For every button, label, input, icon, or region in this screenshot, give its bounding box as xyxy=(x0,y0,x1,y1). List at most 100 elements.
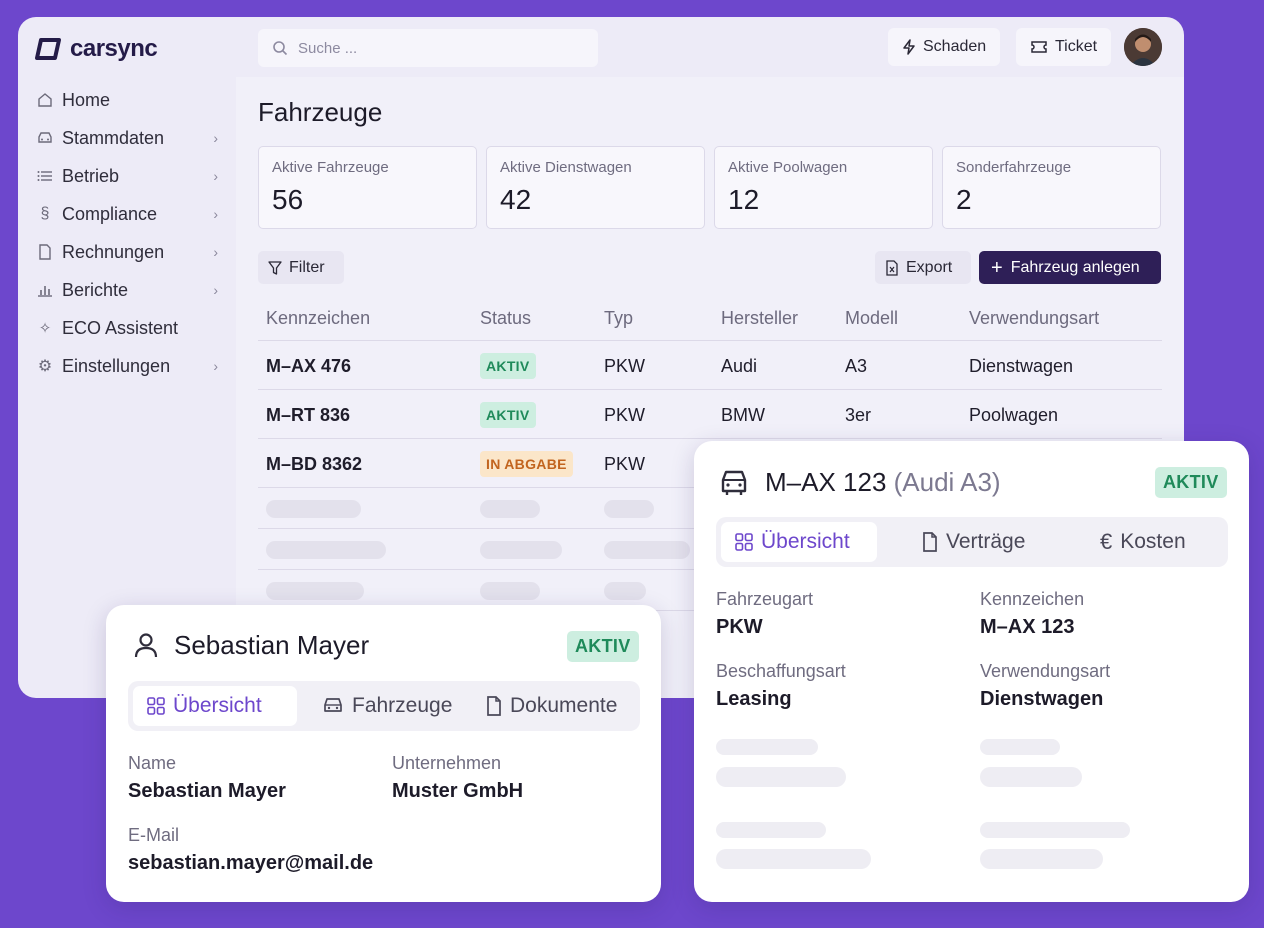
chevron-right-icon: › xyxy=(213,282,218,298)
stat-value: 12 xyxy=(728,184,760,215)
column-header-status[interactable]: Status xyxy=(480,308,532,328)
tab-vertraege[interactable]: Verträge xyxy=(908,522,1039,562)
tab-fahrzeuge[interactable]: Fahrzeuge xyxy=(308,686,466,726)
filter-icon xyxy=(268,260,282,275)
tab-label: Kosten xyxy=(1120,530,1186,553)
stat-label: Aktive Dienstwagen xyxy=(500,159,632,176)
search-input[interactable]: Suche ... xyxy=(258,29,598,67)
column-header-typ[interactable]: Typ xyxy=(604,308,634,328)
table-cell-model: 3er xyxy=(845,405,872,425)
chevron-right-icon: › xyxy=(213,206,218,222)
table-cell-type: PKW xyxy=(604,405,646,425)
loading-placeholder xyxy=(980,849,1103,869)
stat-value: 56 xyxy=(272,184,304,215)
stat-value: 42 xyxy=(500,184,532,215)
tab-uebersicht[interactable]: Übersicht xyxy=(133,686,297,726)
table-cell-usage: Poolwagen xyxy=(969,405,1059,425)
sidebar-item-einstellungen[interactable]: ⚙ Einstellungen › xyxy=(36,349,218,383)
sidebar-item-compliance[interactable]: § Compliance › xyxy=(36,197,218,231)
damage-button-label: Schaden xyxy=(923,38,987,55)
search-placeholder: Suche ... xyxy=(298,39,358,57)
filter-button[interactable]: Filter xyxy=(258,251,344,284)
table-cell-plate[interactable]: M–BD 8362 xyxy=(266,454,363,474)
damage-button[interactable]: Schaden xyxy=(888,28,1001,66)
sidebar: Home Stammdaten › Betrieb › § Compliance… xyxy=(18,77,236,698)
list-icon xyxy=(36,167,54,185)
sidebar-item-betrieb[interactable]: Betrieb › xyxy=(36,159,218,193)
status-badge: AKTIV xyxy=(1155,467,1227,498)
excel-file-icon xyxy=(886,259,898,276)
sidebar-item-stammdaten[interactable]: Stammdaten › xyxy=(36,121,218,155)
column-header-verwendungsart[interactable]: Verwendungsart xyxy=(969,308,1100,328)
top-bar: carsync Suche ... Schaden Ticket xyxy=(18,17,1184,77)
avatar[interactable] xyxy=(1124,28,1162,66)
table-cell-plate[interactable]: M–AX 476 xyxy=(266,356,352,376)
ticket-button[interactable]: Ticket xyxy=(1016,28,1112,66)
stat-label: Aktive Fahrzeuge xyxy=(272,159,389,176)
loading-placeholder xyxy=(980,822,1130,838)
chevron-right-icon: › xyxy=(213,244,218,260)
lightning-icon xyxy=(903,39,915,55)
table-cell-usage: Dienstwagen xyxy=(969,356,1074,376)
sidebar-item-label: Compliance xyxy=(62,203,158,224)
column-header-kennzeichen[interactable]: Kennzeichen xyxy=(266,308,371,328)
loading-placeholder xyxy=(480,541,562,559)
sidebar-item-berichte[interactable]: Berichte › xyxy=(36,273,218,307)
tab-kosten[interactable]: € Kosten xyxy=(1086,522,1200,562)
field-label: Name xyxy=(128,753,177,773)
table-divider xyxy=(258,438,1162,439)
sidebar-item-label: Betrieb xyxy=(62,165,120,186)
document-icon xyxy=(487,696,501,716)
column-header-hersteller[interactable]: Hersteller xyxy=(721,308,799,328)
table-cell-type: PKW xyxy=(604,356,646,376)
add-vehicle-button[interactable]: + Fahrzeug anlegen xyxy=(979,251,1161,284)
tab-label: Dokumente xyxy=(510,694,618,717)
sidebar-item-label: Stammdaten xyxy=(62,127,165,148)
gear-icon: ⚙ xyxy=(37,358,53,375)
loading-placeholder xyxy=(716,767,846,787)
table-cell-model: A3 xyxy=(845,356,868,376)
column-header-modell[interactable]: Modell xyxy=(845,308,899,328)
export-button[interactable]: Export xyxy=(875,251,971,284)
loading-placeholder xyxy=(716,822,826,838)
document-icon xyxy=(923,532,937,552)
sidebar-item-rechnungen[interactable]: Rechnungen › xyxy=(36,235,218,269)
person-card: Sebastian Mayer AKTIV Übersicht Fahrzeug… xyxy=(106,605,661,902)
stat-card: Aktive Dienstwagen 42 xyxy=(486,146,705,229)
field-value: Dienstwagen xyxy=(980,688,1104,710)
loading-placeholder xyxy=(604,582,646,600)
filter-button-label: Filter xyxy=(289,258,325,276)
loading-placeholder xyxy=(604,541,690,559)
tab-uebersicht[interactable]: Übersicht xyxy=(721,522,877,562)
sidebar-item-label: Home xyxy=(62,89,111,110)
stat-label: Aktive Poolwagen xyxy=(728,159,848,176)
vehicle-title: M–AX 123 (Audi A3) xyxy=(765,467,1001,498)
field-label: Fahrzeugart xyxy=(716,589,814,609)
table-cell-plate[interactable]: M–RT 836 xyxy=(266,405,351,425)
table-divider xyxy=(258,340,1162,341)
email-value[interactable]: sebastian.mayer@mail.de xyxy=(128,852,374,874)
loading-placeholder xyxy=(980,739,1060,755)
loading-placeholder xyxy=(716,849,871,869)
field-value: PKW xyxy=(716,616,763,638)
sidebar-item-label: Einstellungen xyxy=(62,355,171,376)
loading-placeholder xyxy=(266,582,364,600)
stat-label: Sonderfahrzeuge xyxy=(956,159,1072,176)
sidebar-item-home[interactable]: Home xyxy=(36,83,218,117)
vehicle-card: M–AX 123 (Audi A3) AKTIV Übersicht Vertr… xyxy=(694,441,1249,902)
loading-placeholder xyxy=(604,500,654,518)
field-label: Verwendungsart xyxy=(980,661,1111,681)
loading-placeholder xyxy=(266,500,361,518)
logo[interactable]: carsync xyxy=(34,35,158,63)
sidebar-item-eco-assistent[interactable]: ✧ ECO Assistent xyxy=(36,311,218,345)
field-label: Kennzeichen xyxy=(980,589,1085,609)
car-icon xyxy=(721,470,747,495)
page-title: Fahrzeuge xyxy=(258,97,383,127)
chevron-right-icon: › xyxy=(213,168,218,184)
table-cell-maker: BMW xyxy=(721,405,765,425)
tab-dokumente[interactable]: Dokumente xyxy=(472,686,631,726)
brand-name: carsync xyxy=(70,35,158,62)
table-cell-maker: Audi xyxy=(721,356,758,376)
status-badge: AKTIV xyxy=(480,402,536,428)
grid-icon xyxy=(147,697,165,715)
